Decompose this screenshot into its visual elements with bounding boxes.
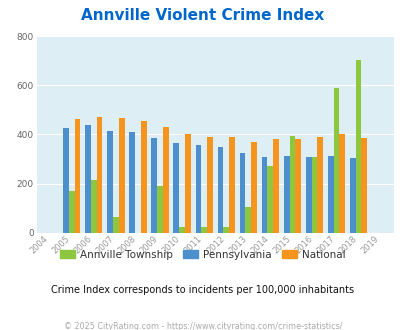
Bar (173, 143, 179, 233)
Bar (333, 88, 339, 233)
Bar (228, 137, 234, 233)
Bar (162, 127, 168, 233)
Bar (311, 156, 317, 233)
Bar (245, 207, 251, 233)
Bar (63, 128, 69, 233)
Bar (85, 125, 91, 233)
Bar (317, 137, 322, 233)
Bar (201, 227, 207, 233)
Bar (141, 121, 146, 233)
Bar (294, 139, 300, 233)
Bar (223, 227, 228, 233)
Bar (91, 180, 96, 233)
Bar (305, 156, 311, 233)
Bar (107, 131, 113, 233)
Bar (69, 191, 75, 233)
Bar (273, 139, 278, 233)
Text: Annville Violent Crime Index: Annville Violent Crime Index (81, 8, 324, 23)
Bar (151, 138, 157, 233)
Bar (75, 118, 80, 233)
Legend: Annville Township, Pennsylvania, National: Annville Township, Pennsylvania, Nationa… (56, 246, 349, 264)
Bar (327, 156, 333, 233)
Bar (96, 117, 102, 233)
Bar (267, 166, 273, 233)
Bar (283, 156, 289, 233)
Bar (207, 137, 212, 233)
Bar (179, 226, 185, 233)
Bar (239, 153, 245, 233)
Bar (195, 145, 201, 233)
Bar (339, 134, 344, 233)
Bar (349, 158, 355, 233)
Bar (360, 138, 366, 233)
Bar (251, 142, 256, 233)
Bar (261, 156, 267, 233)
Bar (185, 134, 190, 233)
Bar (119, 118, 124, 233)
Bar (129, 132, 135, 233)
Bar (217, 147, 223, 233)
Text: Crime Index corresponds to incidents per 100,000 inhabitants: Crime Index corresponds to incidents per… (51, 285, 354, 295)
Bar (355, 60, 360, 233)
Text: © 2025 CityRating.com - https://www.cityrating.com/crime-statistics/: © 2025 CityRating.com - https://www.city… (64, 322, 341, 330)
Bar (157, 186, 162, 233)
Bar (113, 217, 119, 233)
Bar (289, 136, 294, 233)
